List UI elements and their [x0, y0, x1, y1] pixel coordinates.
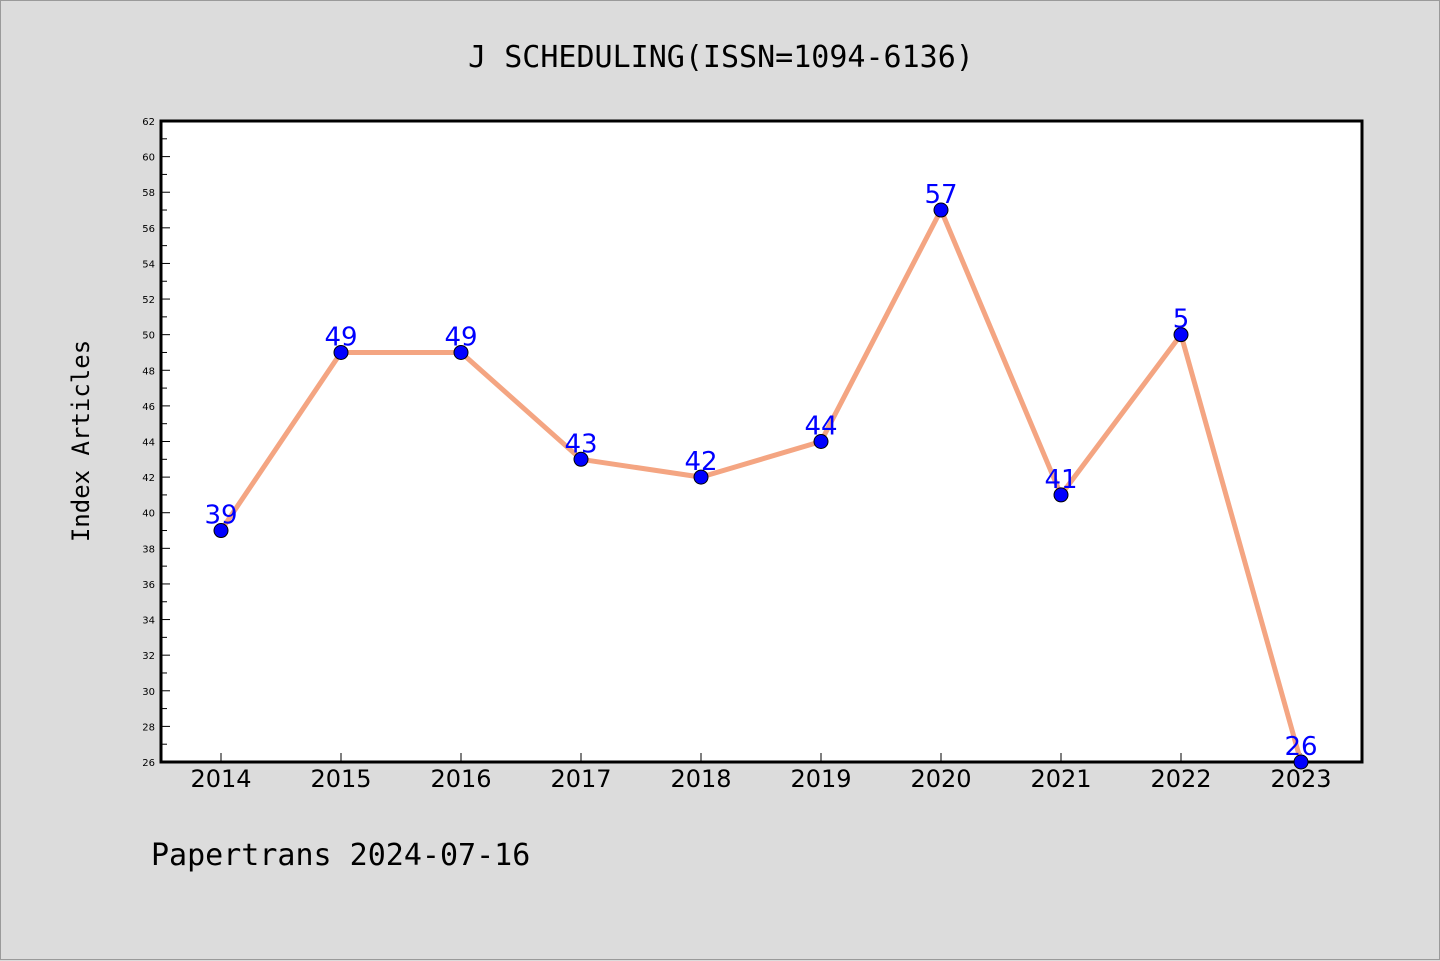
y-tick-label: 56	[142, 224, 155, 235]
data-point	[573, 451, 589, 467]
y-tick-label: 62	[142, 117, 155, 128]
y-axis: 26 28 30 32 34 36 38 40 42 44 46 48 50 52 54 56 58 60 62	[142, 117, 170, 769]
data-point	[1053, 487, 1069, 503]
data-point	[453, 344, 469, 360]
y-tick-label: 34	[142, 616, 155, 627]
plot-area	[159, 119, 1364, 764]
x-tick-label: 2020	[910, 765, 971, 793]
marker-layer	[213, 202, 1309, 770]
data-value-label: 49	[444, 322, 477, 352]
x-tick-label: 2023	[1270, 765, 1331, 793]
y-tick-label: 44	[142, 438, 155, 449]
series-line	[218, 207, 1304, 765]
footer-credit: Papertrans 2024-07-16	[151, 838, 530, 873]
x-axis: 2014 2015 2016 2017 2018 2019 2020 2021 2022 2023	[190, 753, 1332, 793]
x-tick-label: 2022	[1150, 765, 1211, 793]
y-tick-label: 26	[142, 758, 155, 769]
y-tick-label: 40	[142, 509, 155, 520]
x-tick-label: 2016	[430, 765, 491, 793]
y-tick-label: 48	[142, 366, 155, 377]
x-tick-label: 2015	[310, 765, 371, 793]
data-point	[1293, 754, 1309, 770]
y-tick-label: 36	[142, 580, 155, 591]
y-tick-label: 60	[142, 153, 155, 164]
series-line-layer	[218, 207, 1304, 765]
data-point	[813, 434, 829, 449]
data-point	[213, 523, 229, 539]
data-value-label: 39	[204, 501, 237, 531]
y-tick-label: 30	[142, 687, 155, 698]
y-tick-label: 50	[142, 331, 155, 342]
data-value-label: 49	[324, 322, 357, 352]
data-label-layer: 39 49 49 43 42 44 57 41 5 26	[204, 180, 1317, 762]
y-tick-label: 42	[142, 473, 155, 484]
y-tick-label: 54	[142, 259, 155, 270]
data-value-label: 26	[1284, 732, 1317, 762]
x-tick-label: 2021	[1030, 765, 1091, 793]
y-tick-label: 52	[142, 295, 155, 306]
data-point	[1173, 327, 1189, 343]
data-value-label: 41	[1044, 465, 1077, 495]
x-tick-label: 2019	[790, 765, 851, 793]
y-tick-label: 32	[142, 651, 155, 662]
y-axis-label: Index Articles	[67, 340, 95, 542]
y-tick-label: 28	[142, 722, 155, 733]
data-value-label: 5	[1173, 305, 1190, 335]
data-point	[333, 344, 349, 360]
chart-title: J SCHEDULING(ISSN=1094-6136)	[468, 40, 974, 75]
y-tick-label: 58	[142, 188, 155, 199]
data-point	[693, 469, 709, 485]
data-value-label: 43	[564, 429, 597, 459]
x-tick-label: 2014	[190, 765, 251, 793]
data-value-label: 42	[684, 447, 717, 477]
data-value-label: 57	[924, 180, 957, 210]
x-tick-label: 2017	[550, 765, 611, 793]
y-tick-label: 46	[142, 402, 155, 413]
x-tick-label: 2018	[670, 765, 731, 793]
data-value-label: 44	[804, 412, 837, 442]
data-point	[933, 202, 949, 218]
y-tick-label: 38	[142, 544, 155, 555]
